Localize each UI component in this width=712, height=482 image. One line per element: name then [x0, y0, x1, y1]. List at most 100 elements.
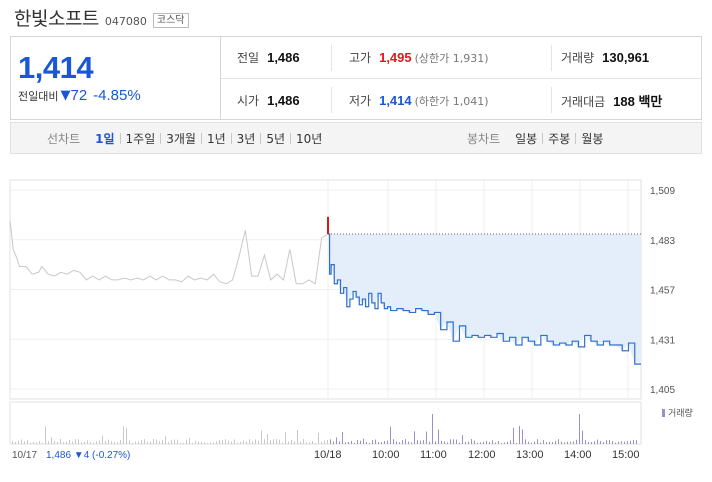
volume-bar — [603, 442, 604, 444]
tab-10y[interactable]: 10년 — [296, 131, 323, 146]
volume-bar — [543, 440, 544, 444]
amount-value: 188 백만 — [613, 93, 663, 109]
volume-bar — [150, 441, 151, 444]
volume-bar — [348, 441, 349, 444]
volume-bar — [420, 440, 421, 444]
volume-bar — [27, 439, 28, 444]
volume-bar — [609, 440, 610, 444]
volume-bar — [216, 441, 217, 444]
volume-bar — [444, 441, 445, 444]
volume-bar — [81, 442, 82, 444]
volume-bar — [336, 437, 337, 444]
volume-bar — [405, 439, 406, 444]
volume-bar — [177, 439, 178, 444]
volume-bar — [249, 439, 250, 444]
volume-bar — [18, 440, 19, 444]
volume-bar — [384, 441, 385, 444]
volume-bar — [459, 442, 460, 444]
candle-chart-tabs: 봉차트 일봉 주봉 월봉 — [467, 123, 608, 153]
volume-bar — [24, 441, 25, 444]
high-label: 고가 — [349, 51, 372, 65]
volume-bar — [162, 439, 163, 444]
volume-bar — [552, 441, 553, 444]
volume-bar — [537, 439, 538, 444]
volume-bar — [66, 441, 67, 444]
volume-bar — [207, 442, 208, 444]
volume-bar — [123, 426, 124, 444]
volume-bar — [576, 439, 577, 444]
volume-bar — [72, 441, 73, 444]
volume-bar — [591, 441, 592, 444]
title-bar: 한빛소프트 047080 코스닥 — [14, 4, 189, 30]
volume-bar — [417, 440, 418, 444]
volume-bar — [183, 442, 184, 444]
volume-bar — [516, 442, 517, 444]
volume-bar — [570, 441, 571, 444]
volume-bar — [345, 442, 346, 444]
volume-bar — [171, 440, 172, 444]
volume-bar — [267, 434, 268, 444]
down-arrow-icon: ▼ — [60, 88, 71, 103]
volume-bar — [138, 441, 139, 444]
tab-3m[interactable]: 3개월 — [166, 131, 196, 146]
tab-daily[interactable]: 일봉 — [515, 131, 538, 146]
volume-bar — [498, 441, 499, 444]
volume-bar — [633, 439, 634, 444]
volume-bar — [84, 441, 85, 444]
tab-1w[interactable]: 1주일 — [125, 131, 156, 146]
volume-bar — [87, 440, 88, 444]
stat-prev-close: 전일 1,486 — [237, 49, 300, 66]
tab-1y[interactable]: 1년 — [206, 131, 226, 146]
volume-bar — [15, 442, 16, 444]
volume-bar — [357, 440, 358, 444]
tab-5y[interactable]: 5년 — [266, 131, 286, 146]
y-tick-label: 1,483 — [650, 236, 675, 247]
volume-bar — [492, 440, 493, 444]
prev-close-label: 전일 — [237, 51, 260, 65]
tab-monthly[interactable]: 월봉 — [581, 131, 604, 146]
volume-bar — [375, 439, 376, 444]
volume-bar — [189, 437, 190, 444]
volume-bar — [324, 440, 325, 444]
volume-bar — [120, 439, 121, 444]
change-percent: -4.85% — [93, 87, 141, 104]
volume-bar — [240, 441, 241, 444]
volume-bar — [630, 440, 631, 444]
volume-bar — [465, 442, 466, 444]
volume-bar — [327, 440, 328, 444]
volume-bar — [435, 441, 436, 444]
volume-bar — [393, 439, 394, 444]
volume-bar — [102, 435, 103, 444]
tab-3y[interactable]: 3년 — [236, 131, 256, 146]
volume-bar — [69, 439, 70, 444]
volume-bar — [285, 432, 286, 444]
volume-bar — [363, 438, 364, 444]
volume-bar — [462, 435, 463, 444]
today-line — [328, 233, 641, 365]
tab-1d[interactable]: 1일 — [95, 131, 115, 146]
stats-row-1: 전일 1,486 고가 1,495 (상한가 1,931) 거래량 130,96… — [221, 37, 701, 79]
volume-bar — [300, 441, 301, 444]
volume-bar — [279, 439, 280, 444]
volume-value: 130,961 — [602, 50, 650, 65]
volume-bar — [597, 439, 598, 444]
volume-bar — [450, 439, 451, 444]
today-fill-area — [328, 234, 641, 365]
volume-bar — [90, 442, 91, 444]
volume-bar — [480, 442, 481, 444]
volume-bar — [510, 440, 511, 444]
volume-bar — [396, 441, 397, 444]
volume-bar — [60, 439, 61, 444]
x-tick-label: 13:00 — [516, 449, 544, 461]
intraday-chart[interactable]: 1,509 1,483 1,457 1,431 1,405 거래량 10/17 1,486 ▼… — [0, 160, 712, 478]
volume-bar — [219, 439, 220, 444]
volume-bar — [636, 440, 637, 444]
volume-bar — [204, 442, 205, 444]
tab-weekly[interactable]: 주봉 — [548, 131, 571, 146]
volume-bar — [615, 442, 616, 444]
volume-bar — [165, 436, 166, 444]
volume-bar — [39, 441, 40, 444]
volume-bar — [441, 440, 442, 444]
volume-bar — [42, 442, 43, 444]
stock-code: 047080 — [104, 15, 147, 28]
